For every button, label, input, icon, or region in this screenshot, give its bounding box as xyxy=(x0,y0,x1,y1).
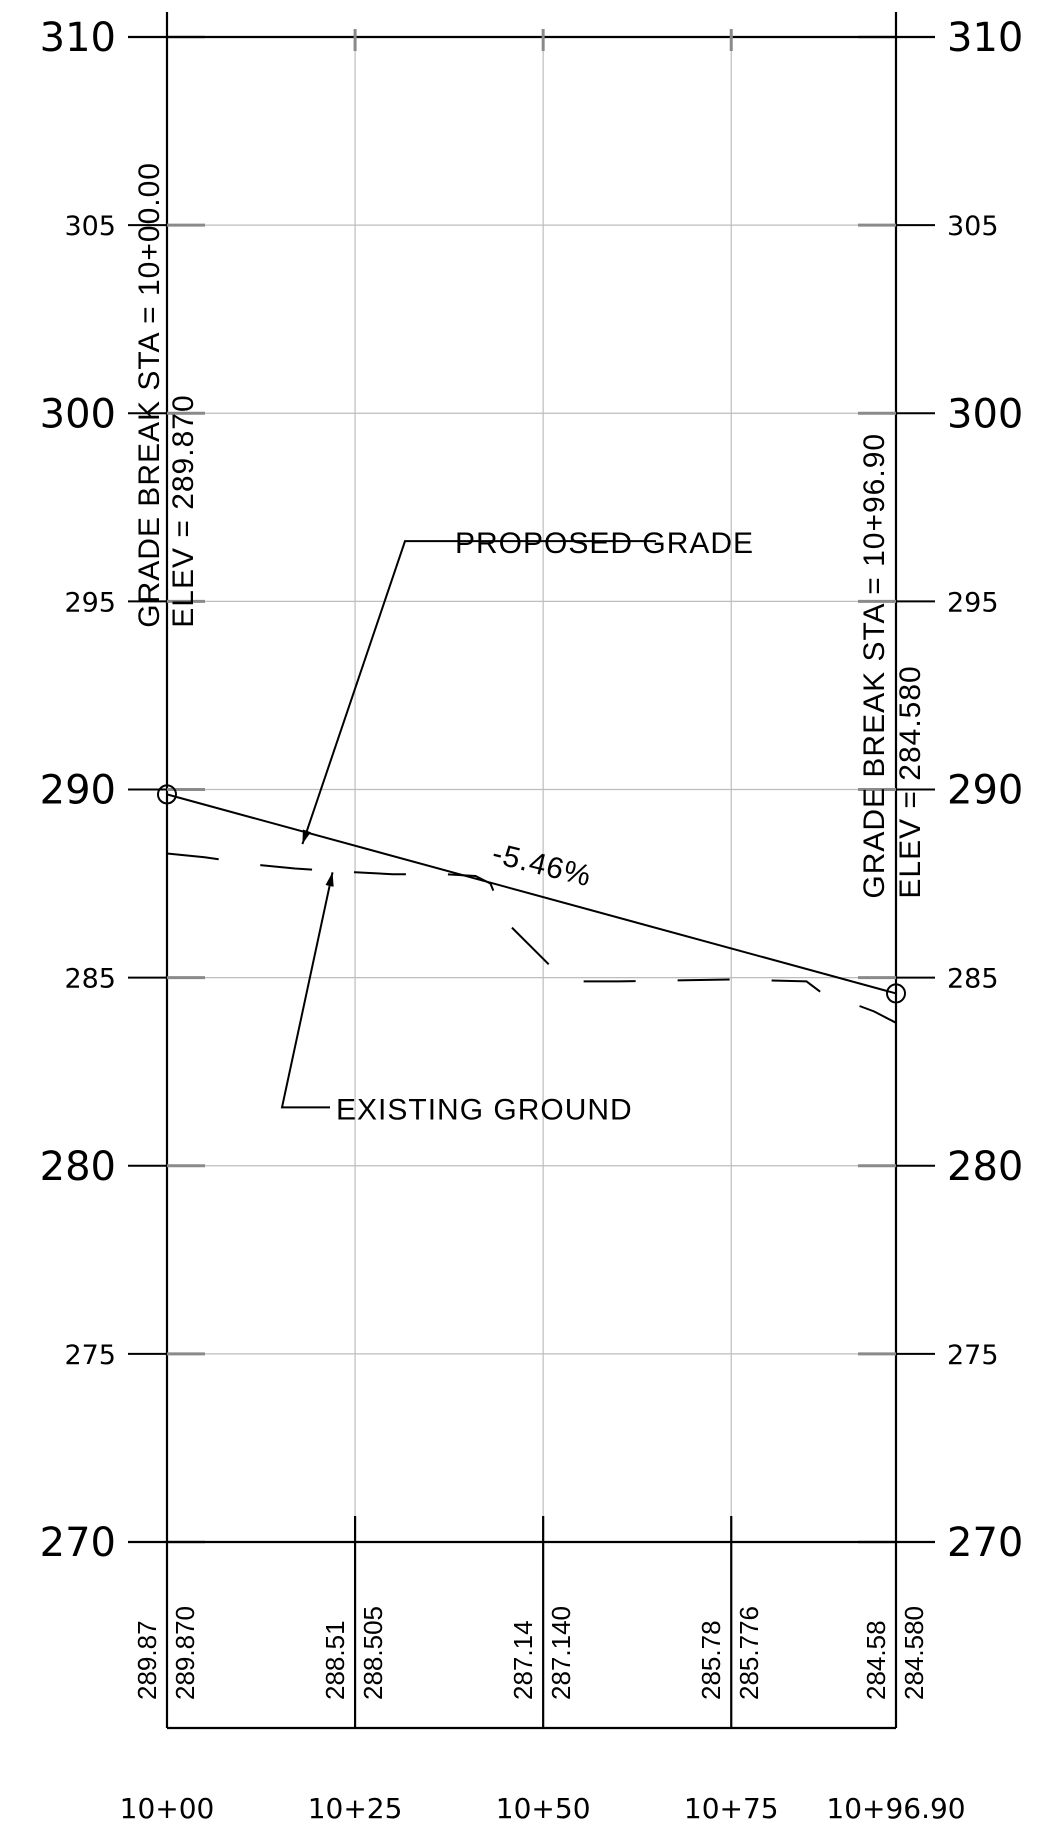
grade-break-elevation-end: ELEV = 284.580 xyxy=(894,665,927,898)
table-existing-elevation: 288.51 xyxy=(320,1620,350,1700)
station-label: 10+00 xyxy=(120,1792,215,1825)
grade-percent-label: -5.46% xyxy=(489,837,595,893)
text-layer: 270 270 275 275 280 280 285 285 290 290 295 295 300 3… xyxy=(40,15,1024,1825)
elevation-label-right: 305 xyxy=(947,211,999,242)
elevation-label-left: 280 xyxy=(40,1144,116,1190)
elevation-label-left: 310 xyxy=(40,15,116,61)
elevation-label-right: 300 xyxy=(947,391,1023,437)
elevation-label-right: 270 xyxy=(947,1520,1023,1566)
elevation-label-left: 300 xyxy=(40,391,116,437)
elevation-label-right: 310 xyxy=(947,15,1023,61)
elevation-label-left: 290 xyxy=(40,768,116,814)
station-label: 10+96.90 xyxy=(826,1792,965,1825)
proposed-grade-leader xyxy=(301,540,657,845)
grade-break-marker-start xyxy=(157,784,177,805)
table-existing-elevation: 287.14 xyxy=(508,1620,538,1700)
elevation-label-right: 280 xyxy=(947,1144,1023,1190)
proposed-grade-line xyxy=(166,793,897,995)
table-proposed-elevation: 284.580 xyxy=(899,1606,929,1700)
table-existing-elevation: 285.78 xyxy=(696,1620,726,1700)
table-proposed-elevation: 285.776 xyxy=(734,1606,764,1700)
table-existing-elevation: 289.87 xyxy=(132,1620,162,1700)
elevation-label-left: 270 xyxy=(40,1520,116,1566)
table-proposed-elevation: 287.140 xyxy=(546,1606,576,1700)
grade-break-station-end: GRADE BREAK STA = 10+96.90 xyxy=(858,433,891,899)
elevation-label-right: 295 xyxy=(947,587,999,618)
station-label: 10+50 xyxy=(496,1792,591,1825)
table-proposed-elevation: 289.870 xyxy=(170,1606,200,1700)
table-proposed-elevation: 288.505 xyxy=(358,1606,388,1700)
grid-layer xyxy=(167,37,896,1542)
existing-ground-line xyxy=(166,852,897,1024)
grade-break-marker-end xyxy=(886,983,906,1004)
existing-ground-leader xyxy=(280,872,334,1109)
annotation-layer xyxy=(280,540,657,1109)
elevation-label-right: 285 xyxy=(947,964,999,995)
series-layer xyxy=(157,784,906,1024)
table-existing-elevation: 284.58 xyxy=(861,1620,891,1700)
elevation-label-right: 275 xyxy=(947,1340,999,1371)
ticks-layer xyxy=(128,29,935,1544)
elevation-label-left: 285 xyxy=(64,964,116,995)
elevation-label-left: 275 xyxy=(64,1340,116,1371)
elevation-label-left: 305 xyxy=(64,211,116,242)
frame-layer xyxy=(128,12,935,1730)
proposed-grade-callout: PROPOSED GRADE xyxy=(455,527,754,560)
station-label: 10+75 xyxy=(684,1792,779,1825)
grade-break-elevation-start: ELEV = 289.870 xyxy=(167,394,200,627)
existing-ground-callout: EXISTING GROUND xyxy=(336,1093,633,1126)
elevation-label-left: 295 xyxy=(64,587,116,618)
elevation-label-right: 290 xyxy=(947,768,1023,814)
station-label: 10+25 xyxy=(308,1792,403,1825)
grade-break-station-start: GRADE BREAK STA = 10+00.00 xyxy=(133,162,166,628)
